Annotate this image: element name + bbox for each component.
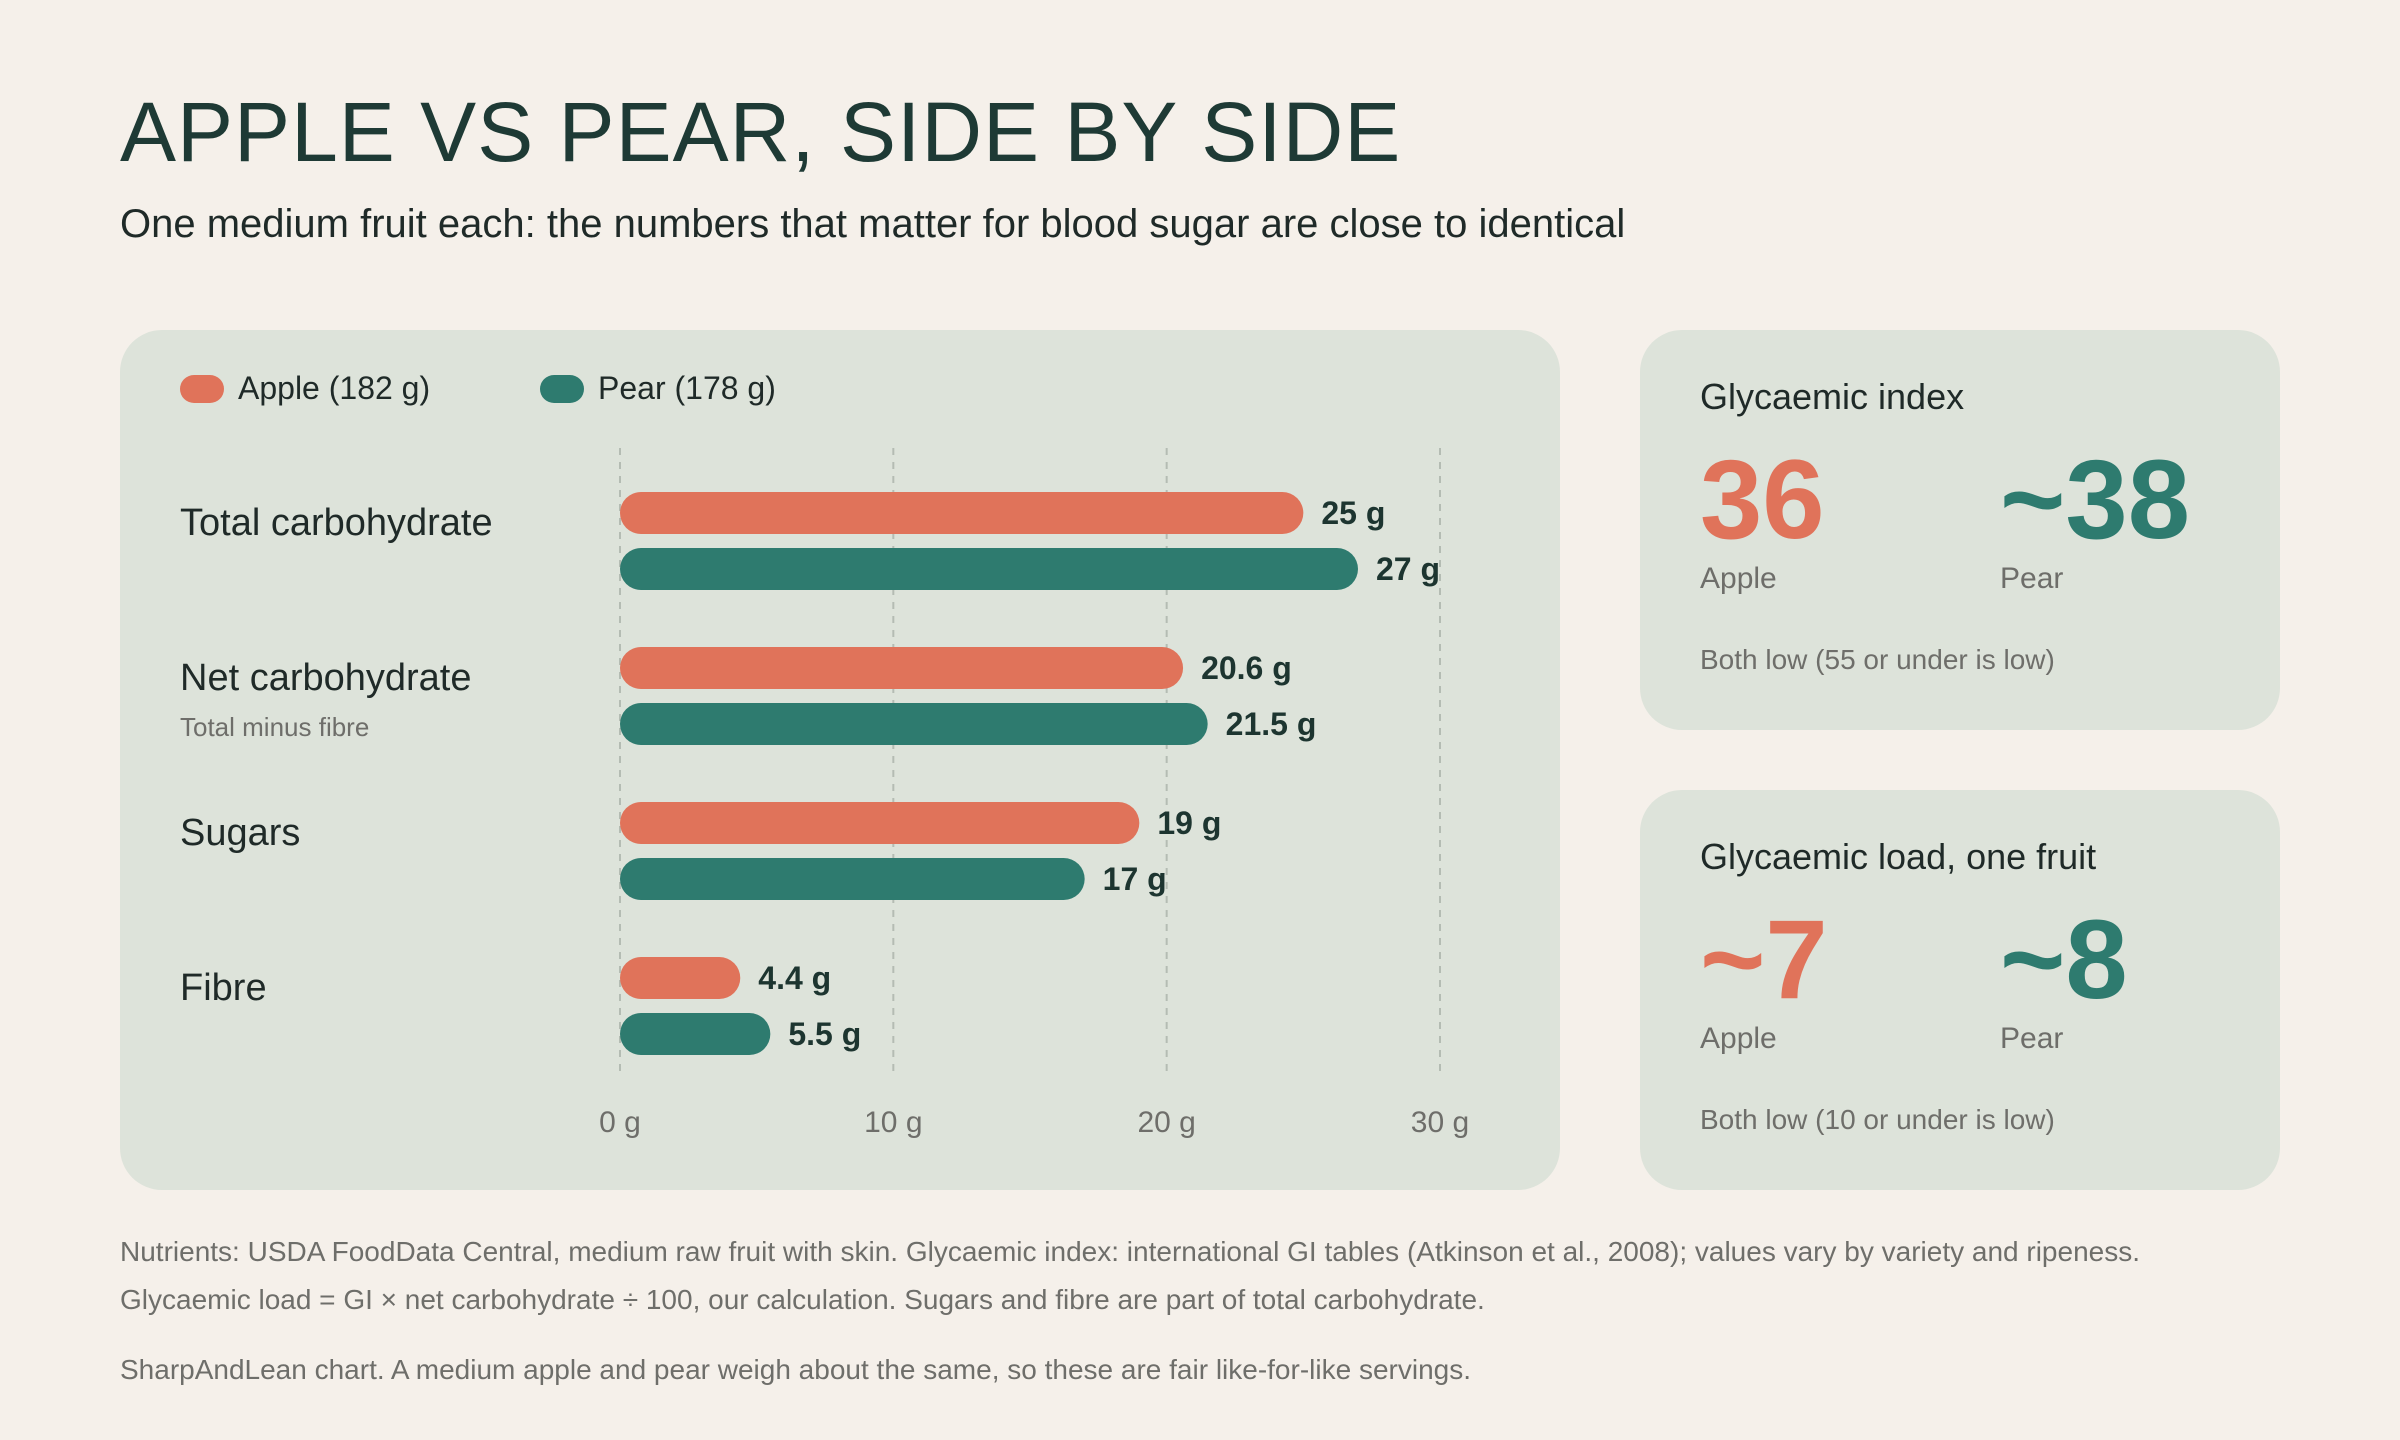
x-tick-label: 30 g <box>1411 1106 1469 1139</box>
x-tick-label: 10 g <box>864 1106 922 1139</box>
gi-pear-value: ~38 <box>2000 437 2190 562</box>
category-sublabel: Total minus fibre <box>180 712 369 742</box>
gl-pear-value: ~8 <box>2000 897 2128 1022</box>
bar-pear <box>620 703 1208 745</box>
legend-swatch-pear <box>540 374 584 403</box>
bar-pear <box>620 548 1358 590</box>
category-label: Sugars <box>180 812 300 854</box>
glycaemic-load-card: Glycaemic load, one fruit ~7 Apple ~8 Pe… <box>1640 790 2280 1190</box>
x-tick-label: 0 g <box>599 1106 641 1139</box>
gi-apple-value: 36 <box>1700 437 1825 562</box>
chart-panel: Apple (182 g) Pear (178 g) 0 g 10 g 20 g 30… <box>120 330 1560 1190</box>
legend-label-pear: Pear (178 g) <box>598 370 776 406</box>
legend-item-pear: Pear (178 g) <box>540 370 776 407</box>
gi-pear-label: Pear <box>2000 562 2064 595</box>
gl-card-title: Glycaemic load, one fruit <box>1700 836 2097 877</box>
gi-apple-label: Apple <box>1700 562 1777 595</box>
legend-label-apple: Apple (182 g) <box>238 370 431 406</box>
footnote-calculation: Glycaemic load = GI × net carbohydrate ÷… <box>120 1284 1485 1315</box>
legend-swatch-apple <box>180 374 224 403</box>
bar-apple <box>620 647 1184 689</box>
data-label-apple: 25 g <box>1321 495 1385 531</box>
gl-apple-value: ~7 <box>1700 897 1828 1022</box>
footnote-credit: SharpAndLean chart. A medium apple and p… <box>120 1354 1471 1385</box>
bar-pear <box>620 858 1085 900</box>
footnote-sources: Nutrients: USDA FoodData Central, medium… <box>120 1236 2140 1267</box>
category-label: Total carbohydrate <box>180 502 493 544</box>
gi-card-title: Glycaemic index <box>1700 376 1965 417</box>
gi-card-note: Both low (55 or under is low) <box>1700 644 2055 675</box>
category-label: Net carbohydrate <box>180 657 472 699</box>
gl-pear-label: Pear <box>2000 1022 2064 1055</box>
data-label-apple: 20.6 g <box>1201 650 1292 686</box>
data-label-pear: 5.5 g <box>788 1016 861 1052</box>
legend-item-apple: Apple (182 g) <box>180 370 430 407</box>
bar-apple <box>620 802 1140 844</box>
page-title: APPLE VS PEAR, SIDE BY SIDE <box>120 85 1402 179</box>
page-subtitle: One medium fruit each: the numbers that … <box>120 202 1626 246</box>
bar-chart: 0 g 10 g 20 g 30 g Total carbohydrate Net car… <box>180 448 1469 1139</box>
bar-apple <box>620 957 741 999</box>
glycaemic-index-card: Glycaemic index 36 Apple ~38 Pear Both l… <box>1640 330 2280 730</box>
data-label-apple: 4.4 g <box>758 960 831 996</box>
bar-apple <box>620 492 1304 534</box>
data-label-pear: 17 g <box>1103 861 1167 897</box>
x-tick-label: 20 g <box>1137 1106 1195 1139</box>
gl-card-note: Both low (10 or under is low) <box>1700 1104 2055 1135</box>
data-label-pear: 27 g <box>1376 551 1440 587</box>
bar-pear <box>620 1013 771 1055</box>
data-label-apple: 19 g <box>1157 805 1221 841</box>
data-label-pear: 21.5 g <box>1226 706 1317 742</box>
gl-apple-label: Apple <box>1700 1022 1777 1055</box>
category-label: Fibre <box>180 967 267 1009</box>
